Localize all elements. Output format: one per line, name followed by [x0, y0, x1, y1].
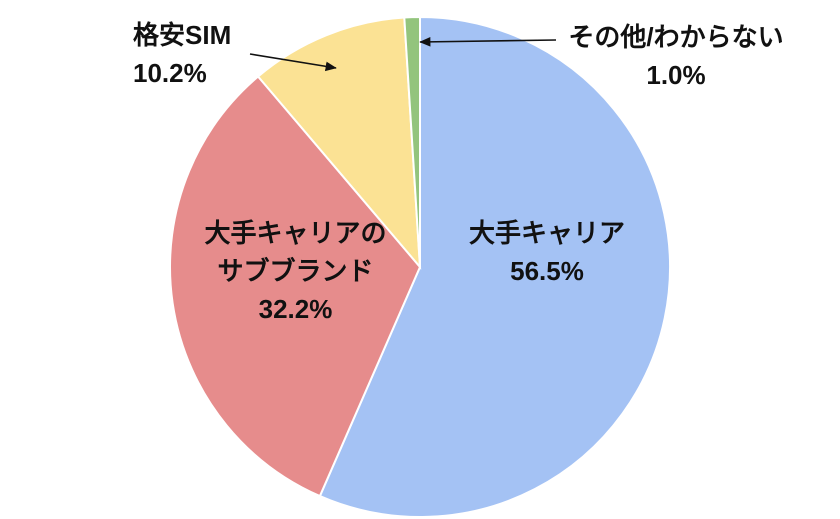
leader-line-other [419, 37, 557, 47]
label-subbrand-name-line1: 大手キャリアの [204, 218, 387, 248]
label-other: その他/わからない 1.0% [560, 18, 792, 94]
label-subbrand-value: 32.2% [258, 294, 333, 324]
label-budget-sim: 格安SIM 10.2% [133, 16, 293, 92]
label-budget-sim-name: 格安SIM [133, 20, 232, 50]
leader-lines [249, 37, 557, 72]
leader-line-budget-sim [249, 53, 337, 72]
label-major-carrier-value: 56.5% [510, 256, 584, 286]
pie-slice-1 [169, 75, 422, 498]
label-major-carrier-name: 大手キャリア [468, 218, 625, 248]
pie-slice-0 [318, 15, 672, 518]
label-other-value: 1.0% [646, 60, 706, 90]
label-other-name: その他/わからない [568, 22, 784, 52]
label-budget-sim-value: 10.2% [133, 58, 207, 88]
label-subbrand: 大手キャリアの サブブランド 32.2% [198, 214, 393, 328]
label-subbrand-name-line2: サブブランド [217, 256, 374, 286]
pie-slice-3 [403, 15, 421, 268]
label-major-carrier: 大手キャリア 56.5% [452, 214, 642, 290]
pie-slice-2 [256, 16, 422, 270]
